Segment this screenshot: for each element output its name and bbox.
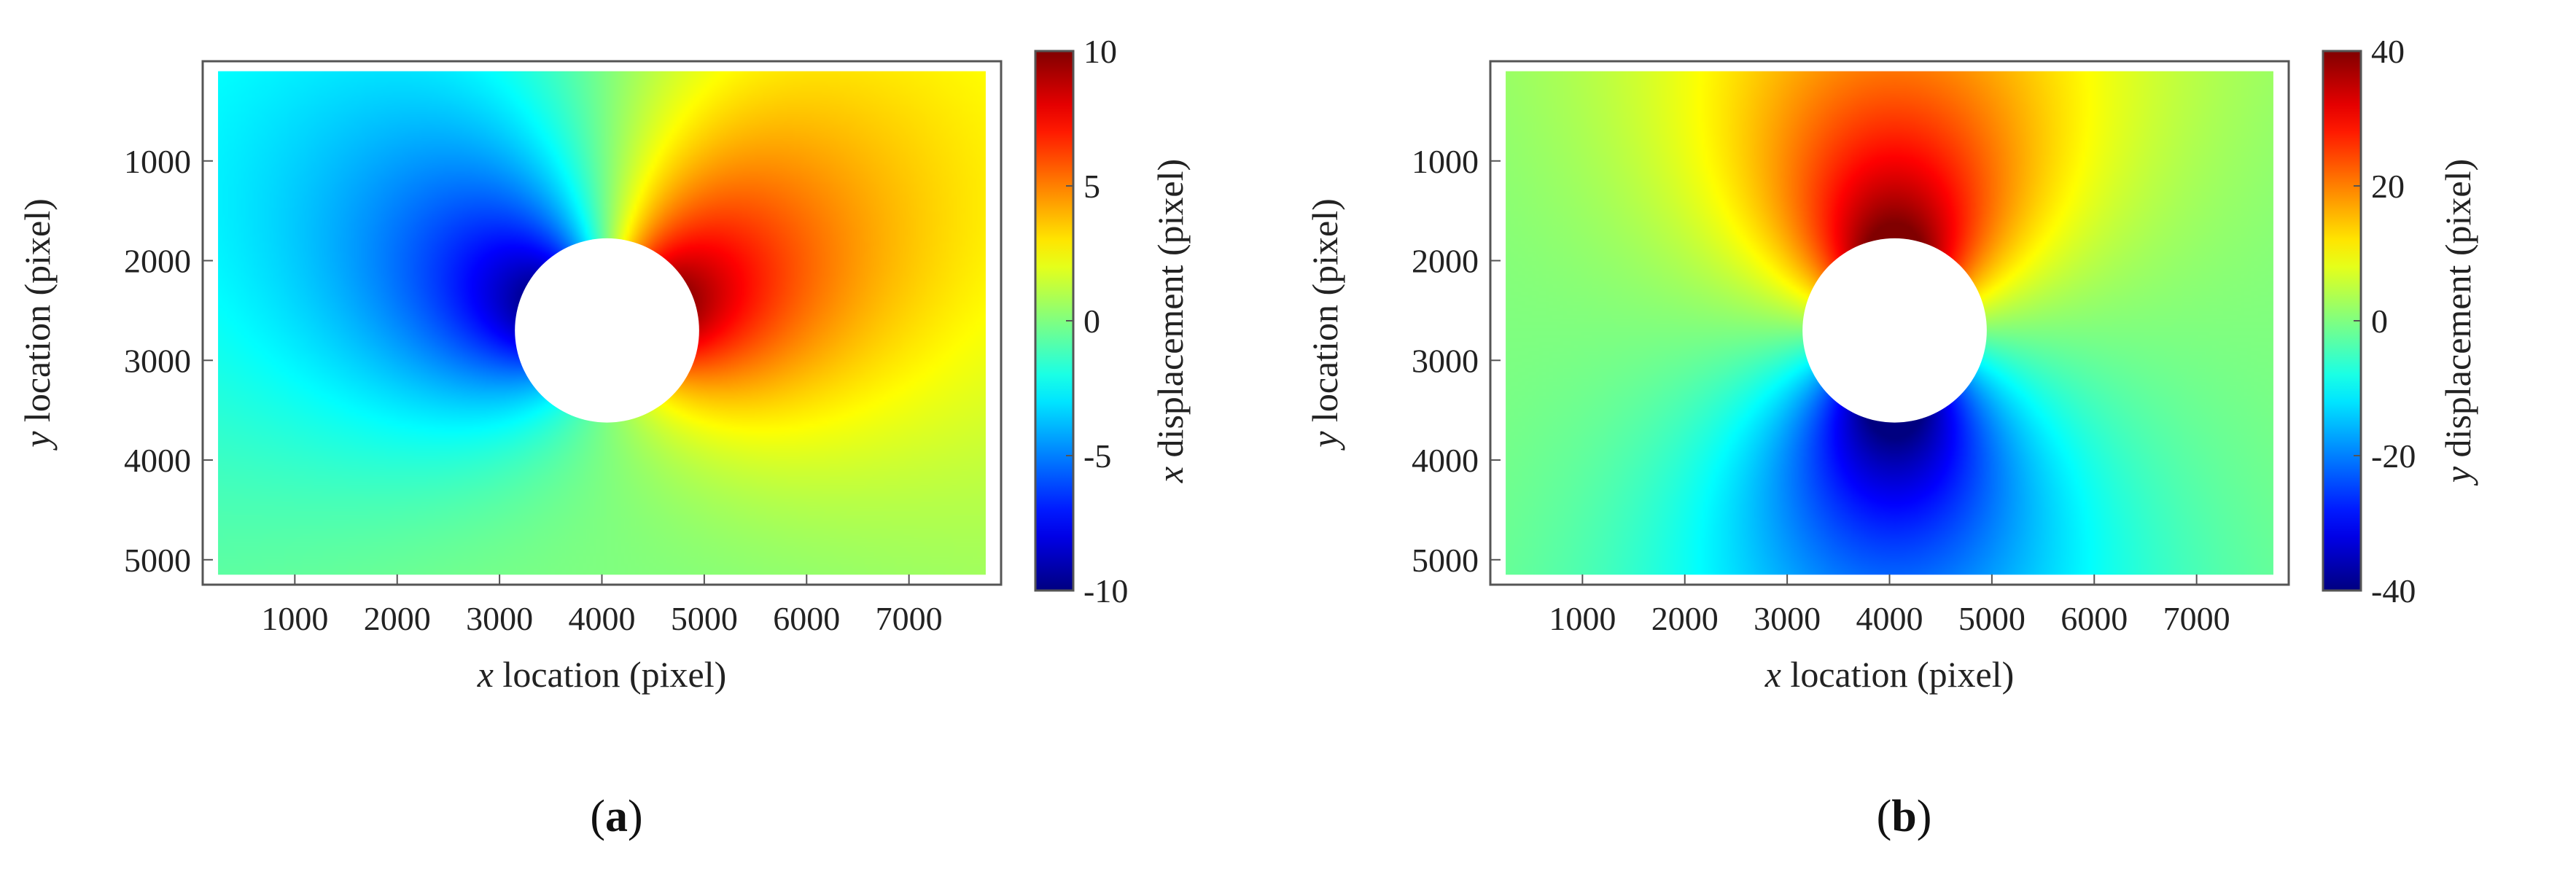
colorbar-tick-label: 20 [2371, 168, 2405, 205]
x-axis-label-var: x [1764, 654, 1781, 695]
panel-b: 1000 2000 3000 4000 5000 6000 7000 1000 … [1288, 0, 2576, 869]
x-tick-label: 1000 [261, 600, 328, 637]
colorbar-tick-label: -5 [1083, 437, 1111, 475]
colorbar-tick-label: -20 [2371, 437, 2416, 475]
x-axis-label: x location (pixel) [477, 654, 727, 695]
colorbar-label-text: displacement (pixel) [2437, 159, 2478, 467]
x-tick-label: 6000 [773, 600, 840, 637]
y-tick-label: 4000 [1412, 442, 1479, 479]
colorbar-tick-label: 10 [1083, 33, 1117, 70]
x-tick-label: 6000 [2061, 600, 2128, 637]
x-tick-label: 7000 [2163, 600, 2230, 637]
y-axis-label: y location (pixel) [17, 198, 58, 451]
x-tick-label: 2000 [1651, 600, 1719, 637]
colorbar-tick-label: -10 [1083, 572, 1128, 609]
panel-a: 1000 2000 3000 4000 5000 6000 7000 1000 … [17, 33, 1191, 841]
colorbar-label-var: y [2437, 466, 2478, 486]
plot-area [1489, 60, 2290, 586]
colorbar-tick-label: 0 [2371, 303, 2388, 340]
colorbar-label: x displacement (pixel) [1150, 159, 1191, 483]
x-tick-label: 1000 [1549, 600, 1616, 637]
specimen-hole [1802, 238, 1987, 423]
panel-b-svg: 1000 2000 3000 4000 5000 6000 7000 1000 … [1304, 33, 2478, 841]
colorbar-label-var: x [1150, 467, 1191, 483]
x-axis-ticks: 1000 2000 3000 4000 5000 6000 7000 [261, 600, 942, 637]
y-tick-label: 2000 [1412, 243, 1479, 280]
panel-label: (a) [590, 792, 642, 841]
colorbar-tick-label: 0 [1083, 303, 1100, 340]
y-tick-label: 1000 [124, 143, 191, 180]
x-axis-ticks: 1000 2000 3000 4000 5000 6000 7000 [1549, 600, 2230, 637]
colorbar: 10 5 0 -5 -10 x displacement (pixel) [1034, 33, 1191, 609]
panel-label-letter: a [605, 792, 628, 841]
y-axis-label-text: location (pixel) [17, 198, 58, 431]
panel-a-svg: 1000 2000 3000 4000 5000 6000 7000 1000 … [17, 33, 1191, 841]
x-tick-label: 5000 [1958, 600, 2026, 637]
y-tick-label: 5000 [124, 542, 191, 579]
plot-area [201, 60, 1003, 586]
x-axis-label-var: x [477, 654, 494, 695]
x-tick-label: 4000 [569, 600, 636, 637]
x-tick-label: 7000 [876, 600, 943, 637]
colorbar-label: y displacement (pixel) [2437, 159, 2478, 486]
x-tick-label: 5000 [671, 600, 738, 637]
x-tick-label: 4000 [1856, 600, 1923, 637]
y-axis-ticks: 1000 2000 3000 4000 5000 [124, 143, 191, 579]
y-axis-label-var: y [17, 431, 58, 451]
y-tick-label: 5000 [1412, 542, 1479, 579]
y-tick-label: 2000 [124, 243, 191, 280]
y-axis-label-var: y [1304, 431, 1345, 451]
colorbar-tick-label: 40 [2371, 33, 2405, 70]
x-tick-label: 3000 [466, 600, 533, 637]
colorbar-ticks: 40 20 0 -20 -40 [2371, 33, 2416, 609]
x-tick-label: 2000 [364, 600, 431, 637]
y-axis-label: y location (pixel) [1304, 198, 1345, 451]
x-tick-label: 3000 [1754, 600, 1821, 637]
y-axis-label-text: location (pixel) [1304, 198, 1345, 431]
x-axis-label-text: location (pixel) [494, 654, 726, 695]
y-tick-label: 1000 [1412, 143, 1479, 180]
y-tick-label: 3000 [124, 342, 191, 379]
y-tick-label: 3000 [1412, 342, 1479, 379]
y-axis-ticks: 1000 2000 3000 4000 5000 [1412, 143, 1479, 579]
x-axis-label: x location (pixel) [1764, 654, 2015, 695]
colorbar-label-text: displacement (pixel) [1150, 159, 1191, 467]
colorbar-tick-label: 5 [1083, 168, 1100, 205]
panel-label-letter: b [1891, 792, 1916, 841]
specimen-hole [515, 238, 699, 423]
x-axis-label-text: location (pixel) [1781, 654, 2014, 695]
y-tick-label: 4000 [124, 442, 191, 479]
colorbar-tick-label: -40 [2371, 572, 2416, 609]
colorbar: 40 20 0 -20 -40 y displacement (pixel) [2322, 33, 2478, 609]
panel-label: (b) [1877, 792, 1932, 841]
colorbar-ticks: 10 5 0 -5 -10 [1083, 33, 1128, 609]
